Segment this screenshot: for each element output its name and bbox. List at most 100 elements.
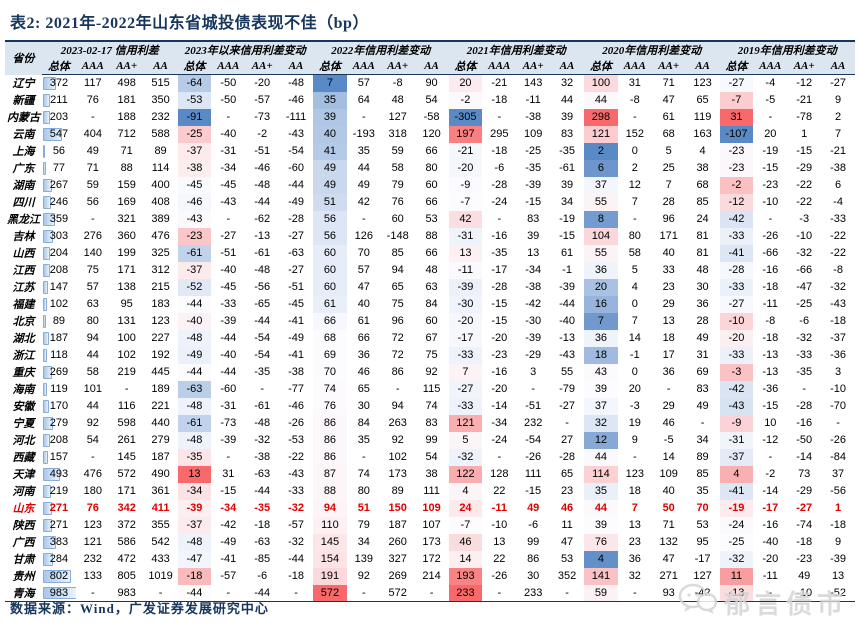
value-cell: 39: [560, 179, 574, 191]
value-cell: -33: [719, 346, 754, 364]
value-cell: -44: [288, 179, 305, 191]
value-cell: 14: [628, 332, 641, 344]
value-cell: 66: [425, 196, 438, 208]
value-cell: -19: [762, 145, 779, 157]
value-cell: 35: [584, 482, 618, 500]
value-cell: 55: [584, 193, 618, 211]
value-cell: 65: [560, 468, 574, 480]
value-cell: -27: [220, 230, 237, 242]
value-cell: -12: [796, 77, 813, 90]
value-cell: 7: [665, 179, 672, 191]
value-text: 208: [49, 434, 69, 446]
value-cell: -51: [254, 145, 271, 157]
value-cell: 13: [628, 519, 641, 531]
value-cell: -70: [830, 400, 847, 412]
value-cell: 350: [151, 94, 170, 106]
value-cell: 408: [151, 196, 170, 208]
value-cell: 94: [391, 400, 404, 412]
value-cell: 64: [357, 94, 370, 106]
value-cell: 61: [357, 315, 370, 327]
value-cell: -35: [177, 448, 212, 466]
spread-data-bar: [43, 450, 49, 464]
value-cell: 104: [584, 227, 618, 245]
value-cell: 99: [527, 536, 540, 548]
value-cell: 189: [151, 383, 170, 395]
value-cell: 71: [86, 162, 99, 174]
value-cell: 49: [798, 570, 811, 582]
value-cell: 269: [388, 570, 407, 582]
value-cell: 169: [117, 196, 136, 208]
value-cell: -39: [525, 332, 542, 344]
value-cell: -18: [491, 94, 508, 106]
value-cell: -: [768, 451, 773, 463]
value-cell: 23: [628, 536, 641, 548]
value-cell: 1019: [148, 570, 173, 582]
value-text: 208: [49, 264, 69, 276]
value-cell: -: [90, 451, 95, 463]
value-cell: 203: [42, 109, 76, 126]
value-cell: 173: [388, 468, 407, 480]
value-cell: 4: [584, 550, 618, 568]
value-cell: -15: [762, 162, 779, 174]
value-cell: -37: [177, 142, 212, 160]
column-subheader: AAA: [482, 58, 517, 75]
value-cell: 19: [628, 417, 641, 429]
value-cell: -63: [177, 380, 212, 398]
value-cell: -16: [491, 230, 508, 242]
value-cell: 63: [425, 281, 438, 293]
value-cell: -42: [719, 380, 754, 398]
value-cell: -29: [796, 162, 813, 174]
value-cell: 476: [83, 468, 102, 480]
value-cell: -: [497, 111, 502, 123]
value-cell: -13: [762, 349, 779, 361]
value-cell: -15: [762, 400, 779, 412]
value-cell: -45: [220, 281, 237, 293]
value-cell: -26: [830, 434, 847, 446]
value-cell: -26: [288, 417, 305, 429]
column-subheader: AA: [685, 58, 720, 75]
value-cell: 498: [117, 77, 136, 90]
value-cell: -48: [177, 533, 212, 551]
value-cell: -15: [525, 196, 542, 208]
value-cell: -58: [423, 111, 440, 123]
value-cell: 383: [42, 534, 76, 551]
value-cell: 157: [42, 449, 76, 466]
value-cell: 65: [357, 383, 370, 395]
value-cell: 35: [357, 434, 370, 446]
value-cell: -40: [559, 315, 576, 327]
table-row: 黑龙江 359 - 321 389 -43 - -62 -28 56 - 60 53 42 - 83 -19 8 -…: [5, 210, 855, 228]
column-subheader: AA: [279, 58, 313, 75]
value-cell: -27: [719, 74, 754, 92]
value-cell: -: [531, 383, 536, 395]
value-cell: -18: [177, 567, 212, 585]
value-cell: 72: [391, 332, 404, 344]
value-cell: 70: [696, 502, 709, 514]
value-cell: 20: [448, 74, 483, 92]
value-cell: -6: [494, 162, 505, 174]
value-cell: 123: [83, 519, 102, 531]
value-text: 102: [49, 298, 69, 310]
province-label: 陕西: [12, 520, 35, 532]
value-cell: -18: [254, 519, 271, 531]
value-cell: -2: [719, 176, 754, 194]
value-cell: 271: [42, 517, 76, 534]
value-text: 204: [49, 247, 69, 259]
value-cell: -35: [254, 502, 271, 514]
value-cell: -20: [491, 383, 508, 395]
value-cell: 372: [42, 75, 76, 92]
value-cell: 100: [584, 74, 618, 92]
value-cell: 140: [83, 247, 102, 259]
province-label: 辽宁: [12, 78, 35, 90]
value-cell: 433: [151, 553, 170, 565]
value-cell: -: [361, 213, 366, 225]
value-cell: 3: [530, 366, 537, 378]
value-cell: 87: [313, 465, 347, 483]
value-cell: 25: [662, 162, 675, 174]
value-cell: 41: [313, 142, 347, 160]
value-cell: 219: [117, 366, 136, 378]
value-cell: -12: [719, 193, 754, 211]
value-cell: -61: [254, 400, 271, 412]
value-cell: 193: [448, 567, 483, 585]
table-row: 河南 219 180 171 361 -34 -15 -44 -33 88 80 89 111 4 22 -1…: [5, 482, 855, 500]
province-label: 云南: [12, 129, 35, 141]
